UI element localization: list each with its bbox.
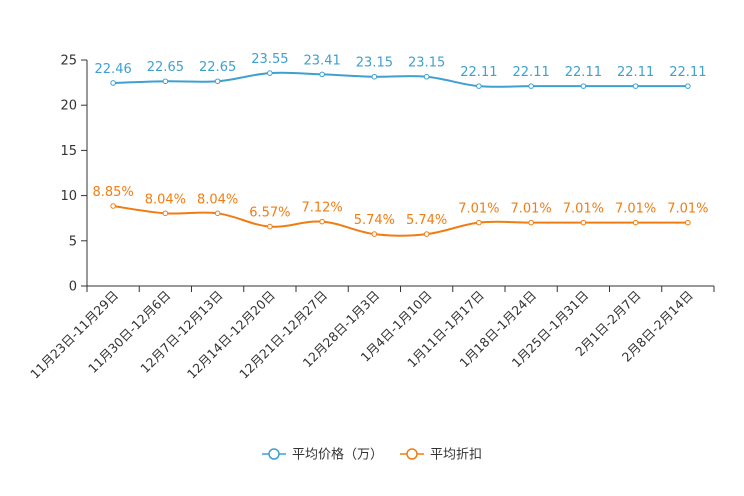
data-label: 7.12% bbox=[301, 201, 342, 216]
data-point[interactable] bbox=[580, 83, 587, 89]
data-point[interactable] bbox=[476, 83, 482, 89]
data-point[interactable] bbox=[214, 78, 221, 85]
legend-label: 平均折扣 bbox=[430, 448, 482, 463]
y-tick-label: 10 bbox=[60, 189, 77, 204]
data-label: 7.01% bbox=[615, 202, 656, 217]
data-point[interactable] bbox=[319, 218, 325, 225]
data-label: 8.04% bbox=[197, 192, 238, 207]
data-point[interactable] bbox=[632, 219, 639, 226]
data-point[interactable] bbox=[528, 83, 534, 89]
data-label: 7.01% bbox=[667, 202, 708, 217]
data-label: 22.65 bbox=[199, 60, 236, 75]
data-point[interactable] bbox=[162, 210, 169, 217]
legend-marker-icon bbox=[406, 448, 418, 460]
legend-item-2[interactable]: 平均折扣 bbox=[400, 448, 482, 463]
series-line bbox=[113, 71, 688, 88]
data-label: 8.04% bbox=[145, 192, 186, 207]
data-label: 23.55 bbox=[251, 52, 288, 67]
data-label: 5.74% bbox=[406, 213, 447, 228]
data-label: 7.01% bbox=[458, 202, 499, 217]
data-point[interactable] bbox=[319, 71, 325, 78]
legend[interactable]: 平均价格（万） 平均折扣 bbox=[262, 447, 482, 463]
data-label: 22.11 bbox=[617, 65, 654, 80]
data-label: 22.11 bbox=[460, 65, 497, 80]
series-line bbox=[112, 205, 688, 237]
x-tick-label: 11月23日-11月29日 bbox=[27, 288, 121, 382]
data-point[interactable] bbox=[476, 219, 482, 226]
y-tick-label: 20 bbox=[60, 99, 77, 114]
series-1: 22.46 22.65 22.65 23.55 23.41 23.15 23.15 22.11… bbox=[95, 52, 706, 89]
data-point[interactable] bbox=[423, 73, 430, 80]
x-tick-label: 12月14日-12月20日 bbox=[184, 288, 278, 382]
data-point[interactable] bbox=[632, 83, 639, 89]
y-axis: 0 5 10 15 20 25 bbox=[60, 54, 88, 295]
data-label: 22.11 bbox=[669, 65, 706, 80]
data-label: 5.74% bbox=[354, 213, 395, 228]
data-point[interactable] bbox=[162, 78, 169, 85]
data-point[interactable] bbox=[423, 231, 430, 237]
data-point[interactable] bbox=[110, 203, 116, 209]
data-label: 22.11 bbox=[513, 65, 550, 80]
data-label: 8.85% bbox=[92, 185, 133, 200]
data-point[interactable] bbox=[110, 80, 116, 86]
data-label: 22.11 bbox=[565, 65, 602, 80]
data-label: 23.41 bbox=[304, 53, 341, 68]
data-point[interactable] bbox=[685, 219, 691, 226]
series-2: 8.85% 8.04% 8.04% 6.57% 7.12% 5.74% 5.74% 7.01%… bbox=[92, 185, 709, 237]
data-label: 7.01% bbox=[563, 202, 604, 217]
data-label: 6.57% bbox=[249, 206, 290, 221]
data-label: 23.15 bbox=[356, 56, 393, 71]
y-tick-label: 15 bbox=[60, 144, 77, 159]
data-label: 22.65 bbox=[147, 60, 184, 75]
data-point[interactable] bbox=[267, 70, 273, 76]
data-point[interactable] bbox=[267, 223, 273, 230]
data-point[interactable] bbox=[214, 210, 221, 217]
y-tick-label: 25 bbox=[60, 54, 77, 69]
legend-item-1[interactable]: 平均价格（万） bbox=[262, 447, 383, 463]
legend-marker-icon bbox=[268, 448, 280, 460]
legend-label: 平均价格（万） bbox=[292, 447, 383, 463]
series-layer: 22.46 22.65 22.65 23.55 23.41 23.15 23.15 22.11… bbox=[92, 52, 709, 237]
data-label: 7.01% bbox=[510, 202, 551, 217]
data-point[interactable] bbox=[685, 83, 691, 89]
data-point[interactable] bbox=[371, 231, 378, 237]
data-point[interactable] bbox=[528, 219, 534, 226]
data-label: 23.15 bbox=[408, 56, 445, 71]
data-label: 22.46 bbox=[95, 62, 132, 77]
y-tick-label: 5 bbox=[69, 234, 77, 249]
x-tick-label: 12月21日-12月27日 bbox=[236, 288, 330, 382]
data-point[interactable] bbox=[580, 219, 587, 226]
data-point[interactable] bbox=[371, 73, 378, 80]
y-tick-label: 0 bbox=[69, 280, 77, 295]
x-axis: 11月23日-11月29日11月30日-12月6日12月7日-12月13日12月… bbox=[27, 285, 715, 382]
